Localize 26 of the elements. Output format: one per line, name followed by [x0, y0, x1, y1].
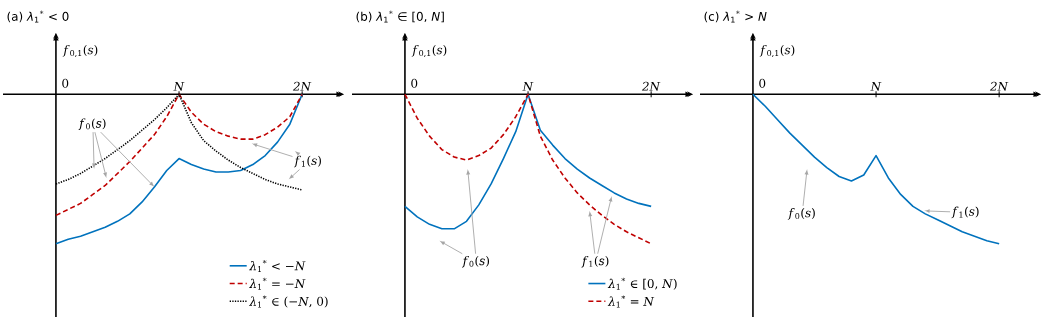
x-tick-label: 0 [411, 78, 418, 88]
chart-title: (a) λ$_{1}$$^{*}$ < 0 [7, 10, 69, 23]
legend-label: λ$_{1}$$^{*}$ ∈ [0, N) [607, 277, 677, 290]
annotation: f$_{0}$(s) [78, 118, 106, 130]
x-tick-label: N [173, 81, 185, 91]
annotation: f$_{1}$(s) [951, 206, 979, 219]
legend-label: λ$_{1}$$^{*}$ = N [607, 295, 655, 308]
x-tick-label: N [522, 81, 534, 91]
x-tick-label: 2N [989, 81, 1009, 91]
text: f$_{0}$(s) [461, 255, 490, 268]
x-tick-label: 0 [62, 78, 69, 88]
text: f$_{1}$(s) [581, 255, 609, 268]
x-tick-label: 2N [292, 81, 312, 91]
chart-title: (c) λ$_{1}$$^{*}$ > N [704, 10, 767, 23]
annotation: f$_{1}$(s) [293, 155, 321, 168]
y-axis-title: f$_{0,1}$(s) [411, 45, 447, 57]
y-axis-title: f$_{0,1}$(s) [62, 45, 98, 57]
annotation: f$_{0}$(s) [787, 208, 815, 220]
legend-label: λ$_{1}$$^{*}$ ∈ (−N, 0) [249, 295, 328, 308]
legend-label: λ$_{1}$$^{*}$ = −N [249, 277, 306, 290]
chart-title: (b) λ$_{1}$$^{*}$ ∈ [0, N] [356, 10, 444, 23]
x-tick-label: 2N [641, 81, 661, 91]
legend-label: λ$_{1}$$^{*}$ < −N [249, 259, 306, 272]
y-axis-title: f$_{0,1}$(s) [759, 45, 795, 57]
x-tick-label: N [870, 81, 882, 91]
x-tick-label: 0 [759, 78, 766, 88]
